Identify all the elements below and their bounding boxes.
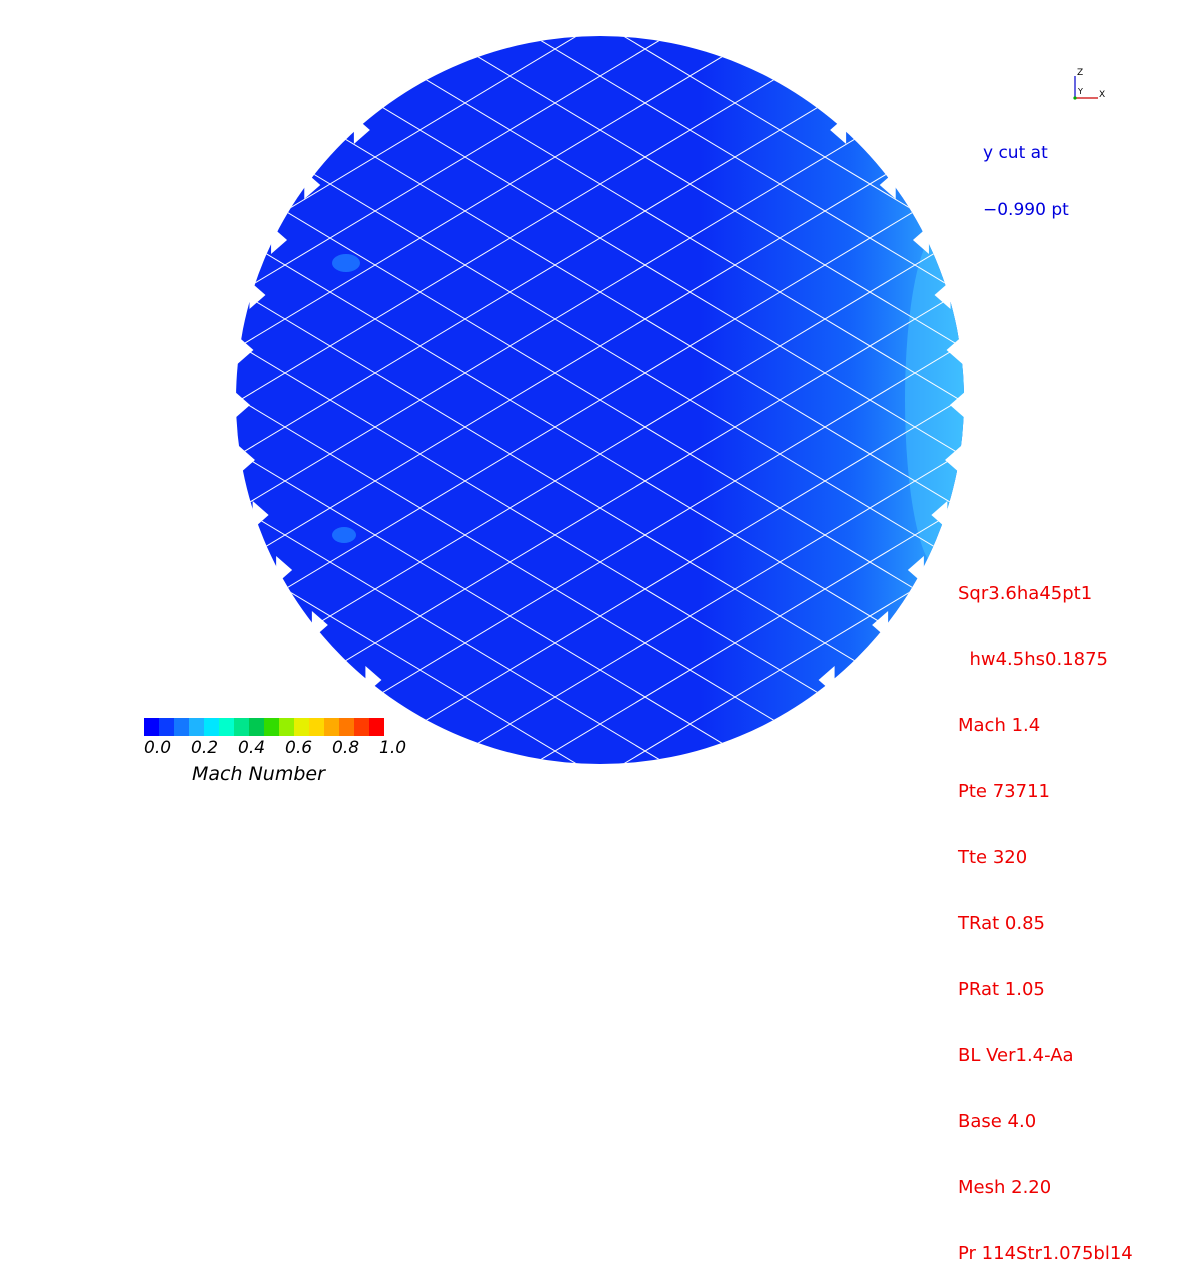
grid-line — [236, 36, 964, 263]
colorbar-swatch — [339, 718, 355, 736]
mach-contour-plot — [234, 36, 966, 764]
boundary-notch — [252, 501, 269, 529]
colorbar-swatch — [354, 718, 370, 736]
boundary-notch — [311, 611, 328, 639]
info-line: Mach 1.4 — [958, 715, 1041, 736]
colorbar-swatch — [204, 718, 220, 736]
info-line: hw4.5hs0.1875 — [958, 649, 1108, 670]
grid-line — [236, 537, 964, 764]
boundary-notch — [949, 391, 966, 419]
grid-line — [236, 429, 964, 764]
colorbar-swatch — [324, 718, 340, 736]
cut-label-line-2: −0.990 pt — [983, 200, 1069, 220]
info-line: Mesh 2.20 — [958, 1177, 1052, 1198]
grid-line — [236, 537, 964, 764]
colorbar-tick: 1.0 — [379, 738, 407, 758]
run-parameters: Sqr3.6ha45pt1 hw4.5hs0.1875 Mach 1.4 Pte… — [958, 539, 1133, 1287]
info-line: Tte 320 — [958, 847, 1028, 868]
grid-line — [236, 36, 964, 371]
boundary-notches — [234, 116, 966, 694]
boundary-notch — [934, 281, 951, 309]
colorbar-swatch — [189, 718, 205, 736]
boundary-notch — [945, 446, 962, 474]
local-spot-upper — [332, 254, 360, 272]
grid-line — [236, 36, 964, 425]
boundary-notch — [234, 391, 251, 419]
boundary-notch — [238, 446, 255, 474]
info-line: TRat 0.85 — [958, 913, 1045, 934]
colorbar-tick: 0.4 — [238, 738, 266, 758]
colorbar-swatch — [174, 718, 190, 736]
local-spot-lower — [332, 527, 356, 543]
boundary-notch — [830, 116, 847, 144]
cut-label-line-1: y cut at — [983, 143, 1048, 163]
boundary-notch — [879, 171, 896, 199]
info-line: Base 4.0 — [958, 1111, 1037, 1132]
boundary-notch — [237, 336, 254, 364]
axis-y-label: Y — [1077, 87, 1083, 96]
axis-triad: Z Y X — [1073, 68, 1105, 100]
boundary-notch — [907, 556, 924, 584]
grid-line — [236, 36, 964, 263]
grid-line — [236, 36, 964, 317]
boundary-notch — [946, 336, 963, 364]
colorbar-swatch — [369, 718, 384, 736]
colorbar-swatch — [219, 718, 235, 736]
axis-z-label: Z — [1077, 68, 1083, 78]
boundary-notch — [872, 611, 889, 639]
colorbar-tick: 0.2 — [191, 738, 219, 758]
colorbar-swatch — [309, 718, 325, 736]
colorbar-swatch — [249, 718, 265, 736]
colorbar-title: Mach Number — [192, 763, 325, 785]
boundary-notch — [365, 666, 382, 694]
grid-line — [236, 213, 964, 695]
info-line: Pr 114Str1.075bl14 — [958, 1243, 1133, 1264]
colorbar-tick: 0.0 — [144, 738, 172, 758]
colorbar-ticks: 0.0 0.2 0.4 0.6 0.8 1.0 — [144, 738, 414, 760]
grid-line — [236, 105, 964, 587]
colorbar-swatch — [144, 718, 160, 736]
info-line: Sqr3.6ha45pt1 — [958, 583, 1093, 604]
grid-line — [236, 159, 964, 641]
colorbar-swatch — [294, 718, 310, 736]
colorbar-tick: 0.6 — [285, 738, 313, 758]
axis-x-label: X — [1099, 90, 1105, 100]
colorbar-swatch — [279, 718, 295, 736]
colorbar — [144, 718, 384, 736]
colorbar-swatch — [264, 718, 280, 736]
info-line: BL Ver1.4-Aa — [958, 1045, 1074, 1066]
boundary-notch — [304, 171, 321, 199]
boundary-notch — [276, 556, 293, 584]
colorbar-swatch — [159, 718, 175, 736]
info-line: Pte 73711 — [958, 781, 1050, 802]
boundary-notch — [912, 226, 929, 254]
colorbar-tick: 0.8 — [332, 738, 360, 758]
y-axis-dot — [1073, 96, 1077, 100]
cut-location-label: y cut at −0.990 pt — [983, 106, 1069, 239]
boundary-notch — [931, 501, 948, 529]
grid-line — [236, 375, 964, 764]
colorbar-swatch — [234, 718, 250, 736]
grid-line — [236, 483, 964, 764]
diamond-tile-field — [236, 36, 964, 764]
info-line: PRat 1.05 — [958, 979, 1045, 1000]
boundary-notch — [818, 666, 835, 694]
boundary-notch — [353, 116, 370, 144]
boundary-notch — [249, 281, 266, 309]
boundary-notch — [271, 226, 288, 254]
